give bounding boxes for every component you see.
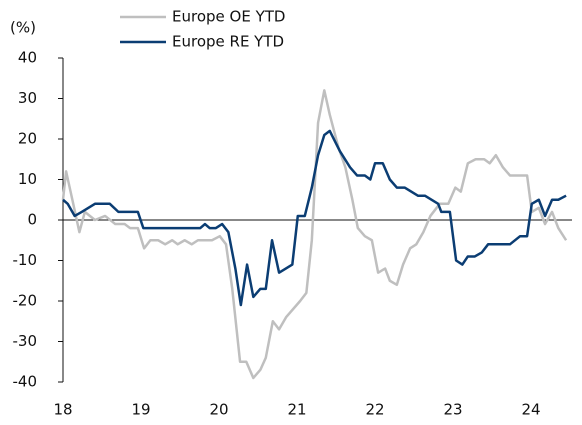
x-tick-label: 23 bbox=[443, 401, 462, 419]
x-tick-label: 18 bbox=[53, 401, 72, 419]
y-tick-label: 10 bbox=[18, 170, 37, 188]
y-tick-label: -40 bbox=[13, 373, 38, 391]
y-tick-label: -30 bbox=[13, 332, 38, 350]
y-tick-label: 0 bbox=[27, 211, 37, 229]
legend-label: Europe OE YTD bbox=[172, 8, 285, 26]
y-tick-label: -20 bbox=[13, 292, 38, 310]
line-series bbox=[62, 129, 567, 307]
legend-label: Europe RE YTD bbox=[172, 33, 284, 51]
x-tick-label: 19 bbox=[131, 401, 150, 419]
y-tick-label: -10 bbox=[13, 251, 38, 269]
x-tick-label: 22 bbox=[365, 401, 384, 419]
y-tick-label: 30 bbox=[18, 89, 37, 107]
y-tick-label: 40 bbox=[18, 49, 37, 67]
y-tick-label: 20 bbox=[18, 130, 37, 148]
x-tick-label: 24 bbox=[521, 401, 540, 419]
x-tick-label: 20 bbox=[209, 401, 228, 419]
y-axis-label: (%) bbox=[10, 19, 36, 37]
x-tick-label: 21 bbox=[287, 401, 306, 419]
line-series bbox=[61, 89, 568, 380]
